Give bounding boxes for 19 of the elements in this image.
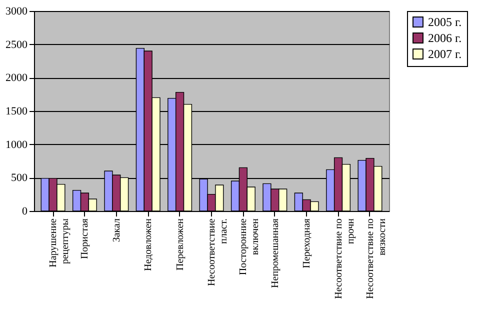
y-tick-label: 0 [22,206,28,218]
y-tick-label: 500 [11,172,28,184]
y-tick-label: 3000 [6,6,28,18]
x-tick-label: Несоответствие пласт. [206,218,230,286]
x-tick-label: Непромешанная [270,218,281,288]
legend-label: 2007 г. [428,47,462,61]
legend-label: 2006 г. [428,31,462,45]
x-tick-label: Пористая [80,218,91,260]
x-tick-label: Переходная [302,218,313,268]
x-tick-label: Нарушение рецептуры [48,218,72,268]
y-tick-label: 1000 [6,138,28,151]
y-tick-label: 2500 [6,38,28,51]
x-tick-label: Закал [111,218,122,242]
x-tick-label: Недовложен [143,218,154,272]
x-tick-label: Несоответствие по прочн [333,218,356,299]
y-tick-label: 1500 [6,106,28,118]
x-tick-label: Перевложен [174,218,186,270]
legend-label: 2005 г. [428,15,462,29]
y-tick-label: 2000 [6,72,28,84]
